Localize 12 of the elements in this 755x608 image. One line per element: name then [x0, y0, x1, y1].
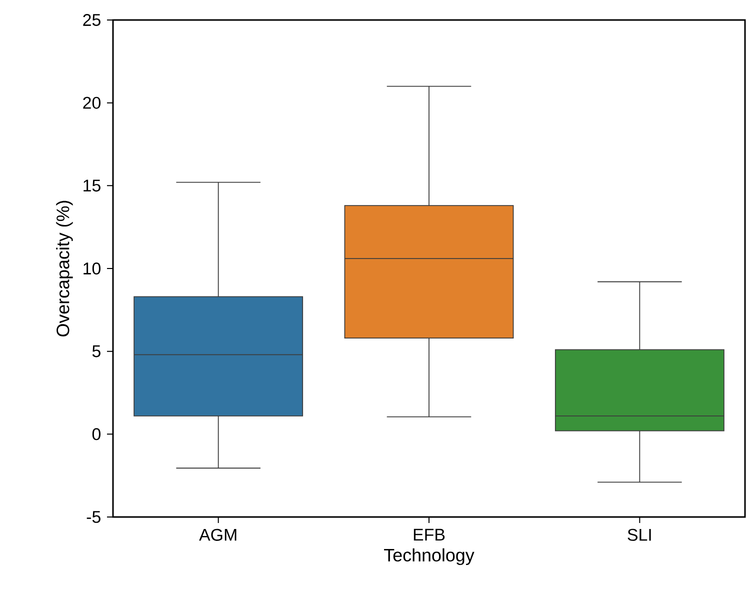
y-tick-label: 25 — [83, 14, 100, 26]
x-tick-label: AGM — [199, 528, 236, 541]
y-tick-label: 5 — [92, 345, 100, 358]
x-tick-label: EFB — [414, 528, 445, 540]
y-tick-label: 0 — [92, 428, 100, 440]
y-axis-title: Overcapacity (%) — [56, 200, 73, 336]
y-tick-label: 20 — [83, 96, 100, 109]
x-axis-title: Technology — [384, 548, 474, 566]
x-tick-label: SLI — [628, 528, 651, 541]
y-tick-label: 15 — [84, 180, 100, 192]
y-tick-label: -5 — [86, 511, 100, 523]
y-tick-label: 10 — [84, 262, 100, 274]
